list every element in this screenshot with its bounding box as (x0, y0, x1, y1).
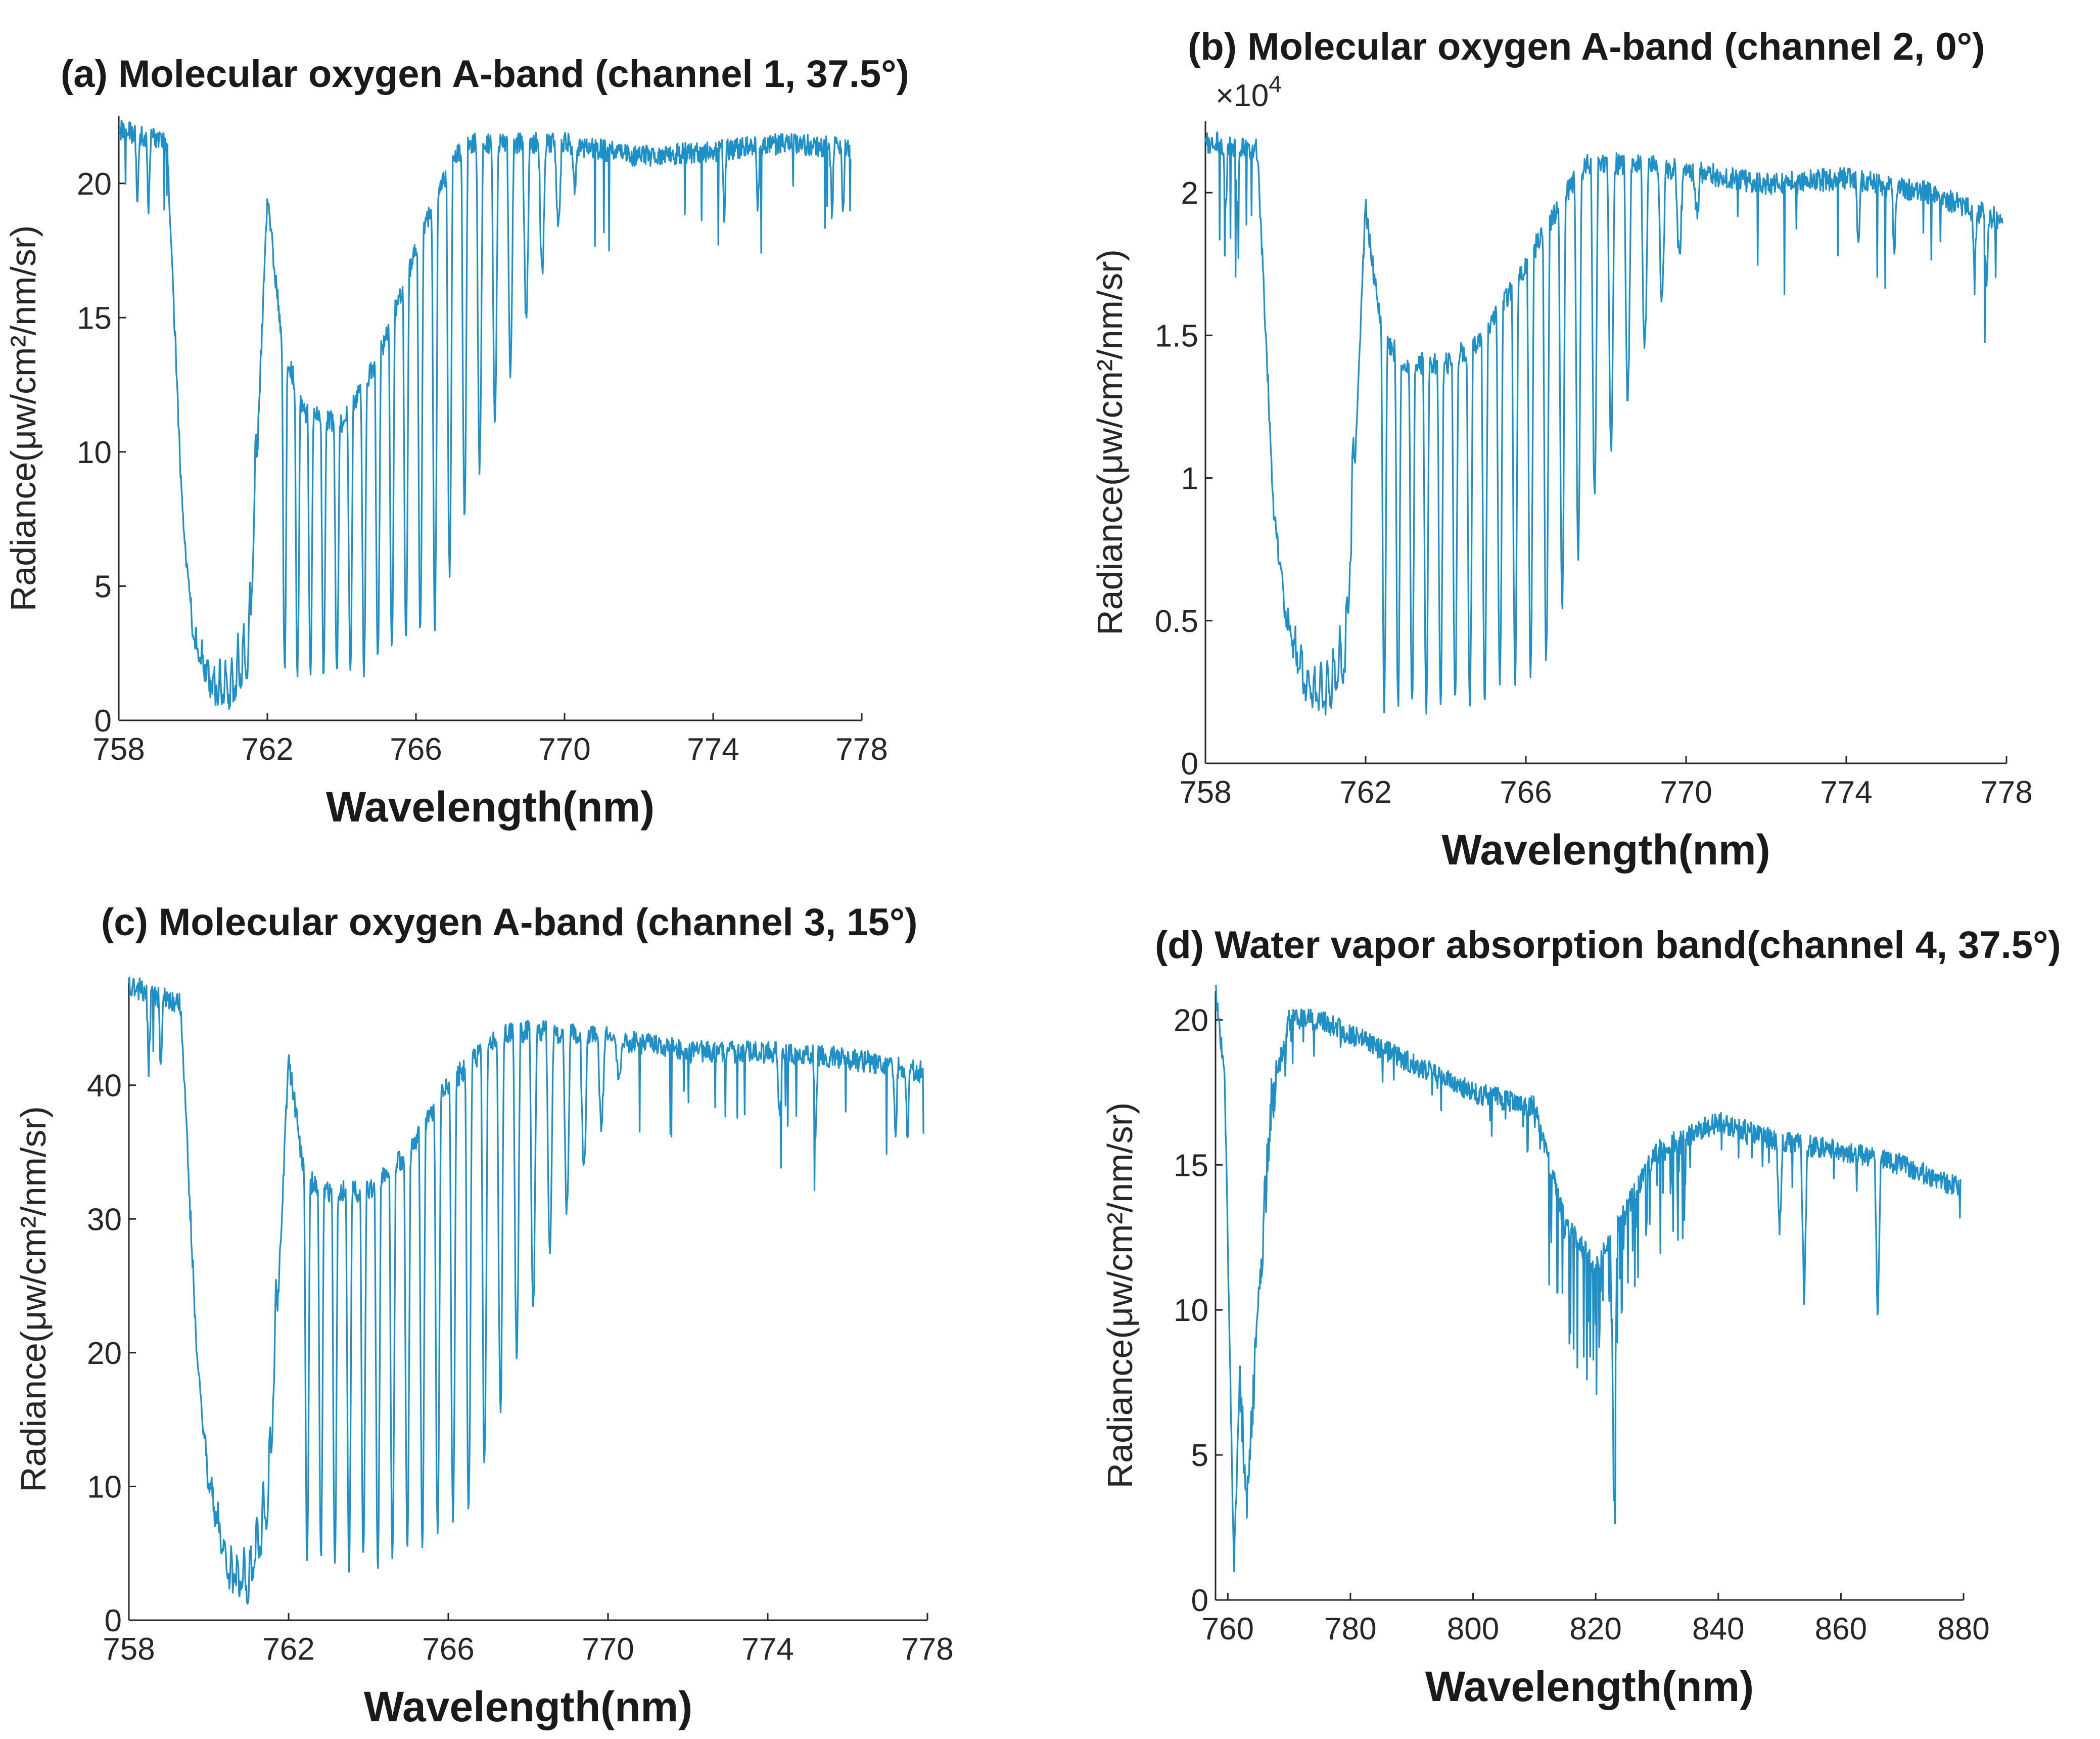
y-tick-label: 40 (87, 1069, 122, 1104)
y-tick-label: 30 (87, 1202, 122, 1237)
x-tick-label: 860 (1815, 1612, 1867, 1646)
y-tick-label: 2 (1181, 176, 1198, 211)
x-tick-label: 758 (1179, 775, 1231, 810)
x-tick-label: 774 (741, 1632, 794, 1667)
x-tick-label: 758 (92, 732, 145, 767)
y-axis-label: Radiance(μw/cm²/nm/sr) (14, 1106, 53, 1492)
y-tick-label: 1.5 (1155, 318, 1198, 353)
x-tick-label: 758 (103, 1632, 155, 1667)
y-axis-label: Radiance(μw/cm²/nm/sr) (1100, 1103, 1140, 1489)
panel-b: (b) Molecular oxygen A-band (channel 2, … (1090, 25, 2033, 874)
x-tick-label: 780 (1324, 1612, 1376, 1646)
y-axis-label: Radiance(μw/cm²/nm/sr) (4, 225, 43, 612)
panel-c: (c) Molecular oxygen A-band (channel 3, … (14, 901, 954, 1730)
x-tick-label: 760 (1202, 1612, 1254, 1646)
series-line-channel-1 (118, 120, 852, 710)
panel-title: (d) Water vapor absorption band(channel … (1155, 924, 2061, 967)
axis-exponent: ×104 (1216, 71, 1282, 113)
y-tick-label: 10 (77, 435, 112, 470)
x-axis-label: Wavelength(nm) (1425, 1663, 1754, 1710)
panel-d: (d) Water vapor absorption band(channel … (1100, 924, 2061, 1710)
x-tick-label: 762 (1339, 775, 1391, 810)
x-tick-label: 774 (687, 732, 739, 767)
x-axis-label: Wavelength(nm) (364, 1683, 692, 1730)
series-line-channel-2 (1204, 131, 2003, 716)
panel-title: (c) Molecular oxygen A-band (channel 3, … (101, 901, 917, 944)
panel-title: (b) Molecular oxygen A-band (channel 2, … (1188, 25, 1985, 68)
y-tick-label: 0 (105, 1604, 122, 1638)
x-tick-label: 766 (1500, 775, 1552, 810)
y-tick-label: 20 (77, 167, 112, 202)
y-tick-label: 0 (95, 704, 112, 739)
panel-title: (a) Molecular oxygen A-band (channel 1, … (61, 53, 909, 96)
y-tick-label: 10 (1174, 1293, 1208, 1328)
x-tick-label: 840 (1692, 1612, 1744, 1646)
y-tick-label: 15 (77, 301, 112, 336)
x-tick-label: 770 (1660, 775, 1712, 810)
x-tick-label: 778 (901, 1632, 953, 1667)
y-tick-label: 0 (1191, 1583, 1208, 1618)
series-line-channel-4 (1215, 985, 1962, 1573)
y-tick-label: 5 (95, 569, 112, 604)
x-tick-label: 770 (582, 1632, 634, 1667)
panel-a: (a) Molecular oxygen A-band (channel 1, … (4, 53, 909, 831)
x-tick-label: 766 (422, 1632, 474, 1667)
x-tick-label: 820 (1569, 1612, 1621, 1646)
x-tick-label: 762 (262, 1632, 314, 1667)
x-tick-label: 880 (1937, 1612, 1989, 1646)
x-tick-label: 778 (835, 732, 888, 767)
y-tick-label: 10 (87, 1470, 122, 1504)
x-tick-label: 762 (241, 732, 293, 767)
y-tick-label: 5 (1191, 1438, 1208, 1473)
x-tick-label: 800 (1447, 1612, 1499, 1646)
y-tick-label: 0 (1181, 747, 1198, 782)
y-tick-label: 20 (1174, 1003, 1208, 1038)
y-tick-label: 20 (87, 1336, 122, 1371)
x-tick-label: 770 (538, 732, 590, 767)
x-tick-label: 766 (390, 732, 442, 767)
x-axis-label: Wavelength(nm) (1441, 826, 1770, 874)
y-tick-label: 1 (1181, 462, 1198, 496)
y-axis-label: Radiance(μw/cm²/nm/sr) (1090, 249, 1130, 635)
series-line-channel-3 (128, 976, 924, 1605)
y-tick-label: 15 (1174, 1148, 1208, 1183)
x-tick-label: 778 (1980, 775, 2032, 810)
x-axis-label: Wavelength(nm) (326, 783, 655, 831)
x-tick-label: 774 (1820, 775, 1872, 810)
y-tick-label: 0.5 (1155, 604, 1198, 639)
